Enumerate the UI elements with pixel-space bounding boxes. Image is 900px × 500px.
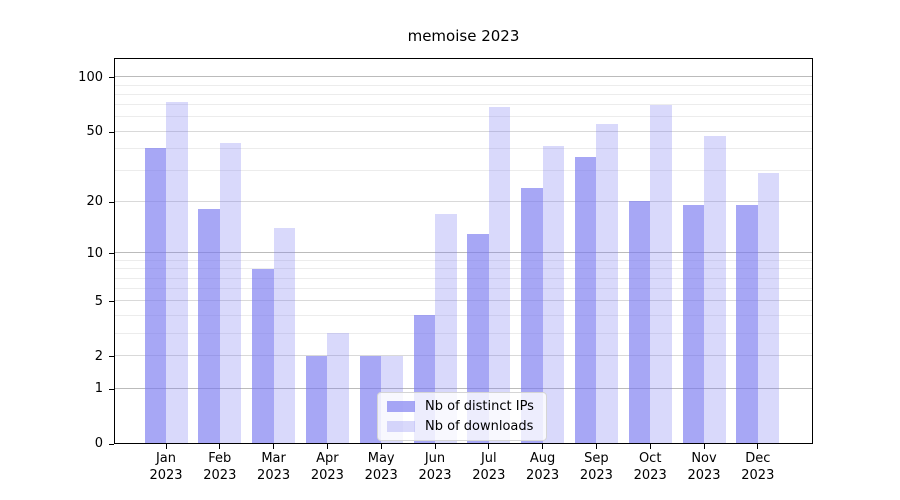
bar-distinct-ips xyxy=(305,355,328,443)
y-tick-mark xyxy=(109,388,114,390)
legend-swatch-downloads xyxy=(387,421,415,432)
bar-distinct-ips xyxy=(682,205,704,443)
y-tick-mark xyxy=(109,201,114,203)
bar-downloads xyxy=(704,135,726,443)
y-gridline xyxy=(115,84,812,86)
legend-item: Nb of downloads xyxy=(387,418,534,435)
y-tick-label: 20 xyxy=(86,194,103,210)
x-tick-label: Apr 2023 xyxy=(310,451,344,483)
y-gridline xyxy=(115,288,812,290)
y-tick-mark xyxy=(109,301,114,303)
y-tick-label: 0 xyxy=(94,436,103,451)
y-tick-mark xyxy=(109,356,114,358)
bar-distinct-ips xyxy=(359,355,382,443)
x-tick-label: May 2023 xyxy=(364,451,398,483)
x-tick-mark xyxy=(488,444,490,449)
bar-downloads xyxy=(488,107,511,443)
bar-distinct-ips xyxy=(252,268,274,443)
chart-title: memoise 2023 xyxy=(407,27,520,45)
bar-distinct-ips xyxy=(521,187,543,443)
y-gridline xyxy=(115,104,812,106)
bar-distinct-ips xyxy=(574,156,597,443)
y-gridline xyxy=(115,252,812,254)
legend-swatch-distinct-ips xyxy=(387,401,415,412)
x-tick-mark xyxy=(757,444,759,449)
x-tick-mark xyxy=(703,444,705,449)
bar-distinct-ips xyxy=(628,201,651,443)
y-gridline xyxy=(115,268,812,270)
x-tick-label: Sep 2023 xyxy=(579,451,613,483)
x-tick-label: Jan 2023 xyxy=(149,451,183,483)
y-tick-label: 50 xyxy=(86,124,103,140)
bar-downloads xyxy=(542,146,565,443)
bar-downloads xyxy=(596,123,618,443)
x-tick-mark xyxy=(165,444,167,449)
x-tick-label: Feb 2023 xyxy=(203,451,237,483)
legend-item: Nb of distinct IPs xyxy=(387,398,534,415)
x-tick-label: Mar 2023 xyxy=(257,451,291,483)
bar-downloads xyxy=(166,101,188,443)
y-gridline xyxy=(115,314,812,316)
y-tick-mark xyxy=(109,131,114,133)
y-gridline xyxy=(115,387,812,389)
y-tick-label: 5 xyxy=(94,293,103,309)
y-gridline xyxy=(115,76,812,78)
y-tick-label: 100 xyxy=(78,69,103,85)
x-tick-label: Nov 2023 xyxy=(687,451,721,483)
x-tick-mark xyxy=(326,444,328,449)
x-tick-mark xyxy=(542,444,544,449)
bar-downloads xyxy=(757,173,780,443)
y-gridline xyxy=(115,170,812,172)
y-gridline xyxy=(115,355,812,357)
y-tick-mark xyxy=(109,77,114,79)
y-tick-label: 10 xyxy=(86,245,103,261)
legend-label: Nb of distinct IPs xyxy=(425,399,534,414)
y-gridline xyxy=(115,300,812,302)
y-gridline xyxy=(115,147,812,149)
x-tick-mark xyxy=(434,444,436,449)
x-tick-mark xyxy=(595,444,597,449)
legend: Nb of distinct IPs Nb of downloads xyxy=(377,392,547,441)
legend-label: Nb of downloads xyxy=(425,419,534,434)
bar-downloads xyxy=(273,228,296,443)
x-tick-label: Oct 2023 xyxy=(633,451,667,483)
y-gridline xyxy=(115,259,812,261)
bar-downloads xyxy=(650,104,672,443)
x-tick-label: Aug 2023 xyxy=(526,451,560,483)
y-tick-label: 1 xyxy=(94,381,103,396)
x-tick-label: Jul 2023 xyxy=(472,451,506,483)
x-tick-mark xyxy=(273,444,275,449)
y-gridline xyxy=(115,116,812,118)
bar-distinct-ips xyxy=(198,209,220,443)
y-tick-mark xyxy=(109,443,114,445)
y-gridline xyxy=(115,200,812,202)
bar-distinct-ips xyxy=(467,233,489,443)
y-gridline xyxy=(115,332,812,334)
y-tick-label: 2 xyxy=(94,348,103,364)
plot-area xyxy=(114,58,813,444)
y-gridline xyxy=(115,130,812,132)
bar-distinct-ips xyxy=(736,205,758,443)
y-gridline xyxy=(115,277,812,279)
x-tick-label: Dec 2023 xyxy=(741,451,775,483)
x-tick-label: Jun 2023 xyxy=(418,451,452,483)
y-tick-mark xyxy=(109,253,114,255)
bar-downloads xyxy=(435,213,457,443)
bar-downloads xyxy=(219,142,242,443)
bar-downloads xyxy=(327,333,349,443)
x-tick-mark xyxy=(649,444,651,449)
y-gridline xyxy=(115,93,812,95)
bar-distinct-ips xyxy=(144,148,166,443)
x-tick-mark xyxy=(219,444,221,449)
x-tick-mark xyxy=(380,444,382,449)
